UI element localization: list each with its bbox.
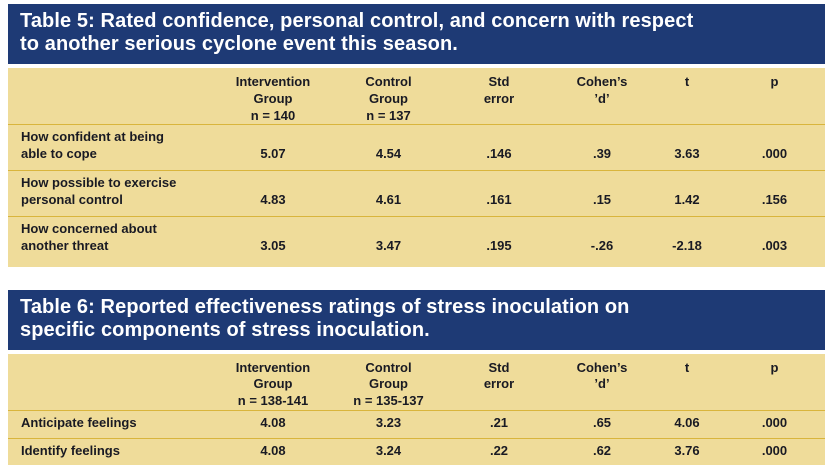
cell-value: -.26 [590,237,614,253]
column-header-p: p [770,73,779,89]
cell-value: 4.54 [375,146,402,162]
table6-title: Table 6: Reported effectiveness ratings … [20,295,630,342]
cell-value: .15 [592,192,612,208]
cell-value: 3.05 [260,237,286,253]
column-header-cohens-d: Cohen’s ’d’ [576,359,628,392]
column-header-std-error: Std error [483,359,515,392]
cell-value: 5.07 [260,146,286,162]
cell-value: 3.47 [375,237,402,253]
table-row: How possible to exercise personal contro… [8,170,825,216]
cell-value: .22 [489,443,509,459]
row-label: How confident at being able to cope [21,129,164,162]
cell-value: .39 [592,146,612,162]
cell-value: 4.08 [260,443,286,459]
cell-value: .003 [761,237,788,253]
cell-value: .161 [486,192,512,208]
table6-header-row: Intervention Group n = 138-141 Control G… [8,354,825,411]
table6-body: Intervention Group n = 138-141 Control G… [8,353,825,465]
column-header-control: Control Group n = 135-137 [353,359,424,409]
table-row: Identify feelings 4.08 3.24 .22 .62 3.76… [8,438,825,465]
table-row: How confident at being able to cope 5.07… [8,124,825,170]
column-header-p: p [770,359,779,375]
column-header-t: t [684,359,690,375]
cell-value: -2.18 [672,237,702,253]
table6-section: Table 6: Reported effectiveness ratings … [8,289,825,465]
column-header-t: t [684,73,690,89]
cell-value: 1.42 [674,192,700,208]
table5-section: Table 5: Rated confidence, personal cont… [8,4,825,267]
cell-value: .65 [592,415,612,431]
table5-title: Table 5: Rated confidence, personal cont… [20,10,694,56]
cell-value: 4.61 [375,192,402,208]
cell-value: 3.76 [674,443,700,459]
row-label: Anticipate feelings [21,415,137,431]
cell-value: 3.23 [375,415,402,431]
cell-value: .146 [486,146,512,162]
table5-header-row: Intervention Group n = 140 Control Group… [8,68,825,125]
cell-value: .000 [761,443,788,459]
row-label: How concerned about another threat [21,221,157,253]
table5-title-bar: Table 5: Rated confidence, personal cont… [8,4,825,64]
column-header-std-error: Std error [483,73,515,106]
column-header-control: Control Group n = 137 [365,73,412,123]
cell-value: .156 [761,192,788,208]
cell-value: 3.63 [674,146,700,162]
column-header-intervention: Intervention Group n = 138-141 [235,359,311,409]
table-row: How concerned about another threat 3.05 … [8,216,825,262]
row-label: How possible to exercise personal contro… [21,175,177,208]
cell-value: .195 [486,237,512,253]
cell-value: 4.06 [674,415,700,431]
cell-value: 4.08 [260,415,286,431]
cell-value: 3.24 [375,443,402,459]
table6-title-bar: Table 6: Reported effectiveness ratings … [8,289,825,350]
column-header-cohens-d: Cohen’s ’d’ [576,73,628,106]
cell-value: .000 [761,415,788,431]
cell-value: 4.83 [260,192,286,208]
column-header-intervention: Intervention Group n = 140 [235,73,311,123]
cell-value: .21 [489,415,509,431]
cell-value: .62 [592,443,612,459]
table5-body: Intervention Group n = 140 Control Group… [8,67,825,267]
cell-value: .000 [761,146,788,162]
row-label: Identify feelings [21,443,120,459]
table-row: Anticipate feelings 4.08 3.23 .21 .65 4.… [8,410,825,438]
